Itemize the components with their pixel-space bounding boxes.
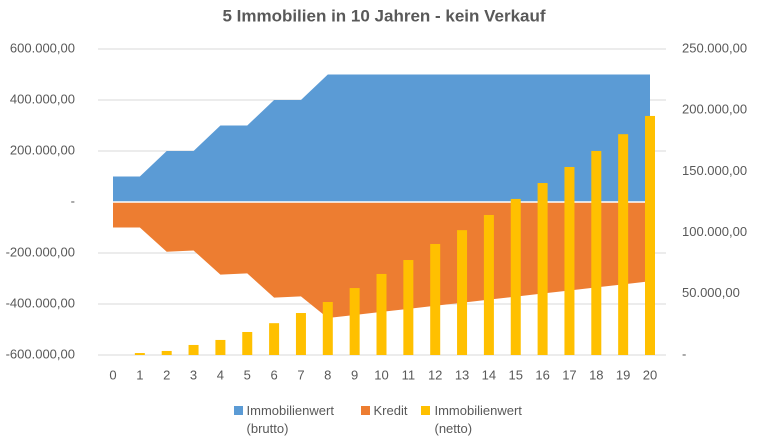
y2-tick-label: 250.000,00 bbox=[682, 40, 747, 55]
legend-label: Immobilienwert (brutto) bbox=[246, 403, 334, 436]
y2-tick-label: 150.000,00 bbox=[682, 163, 747, 178]
x-tick-label: 6 bbox=[270, 367, 277, 382]
y-tick-label: - bbox=[71, 193, 75, 208]
x-tick-label: 14 bbox=[482, 367, 496, 382]
legend-item: Kredit bbox=[360, 402, 408, 438]
legend-swatch bbox=[360, 406, 370, 415]
y2-tick-label: 50.000,00 bbox=[682, 285, 740, 300]
bar bbox=[457, 230, 468, 355]
legend-label: Kredit bbox=[373, 403, 408, 418]
y2-tick-label: 200.000,00 bbox=[682, 102, 747, 117]
chart: 5 Immobilien in 10 Jahren - kein Verkauf… bbox=[6, 6, 747, 382]
bar bbox=[161, 350, 172, 355]
chart-title: 5 Immobilien in 10 Jahren - kein Verkauf bbox=[222, 6, 545, 25]
x-tick-label: 2 bbox=[163, 367, 170, 382]
x-tick-label: 5 bbox=[244, 367, 251, 382]
bar bbox=[349, 288, 360, 355]
y-tick-label: -600.000,00 bbox=[6, 346, 75, 361]
bar bbox=[510, 198, 521, 355]
legend-item: Immobilienwert (brutto) bbox=[233, 402, 347, 438]
y-tick-label: 200.000,00 bbox=[10, 142, 75, 157]
area bbox=[113, 74, 650, 202]
bar bbox=[430, 243, 441, 355]
y2-tick-label: 100.000,00 bbox=[682, 224, 747, 239]
bar bbox=[269, 323, 280, 355]
x-tick-label: 10 bbox=[374, 367, 388, 382]
legend: Immobilienwert (brutto) Kredit Immobilienw… bbox=[0, 402, 768, 438]
x-tick-label: 0 bbox=[109, 367, 116, 382]
x-tick-label: 20 bbox=[643, 367, 657, 382]
x-tick-label: 1 bbox=[136, 367, 143, 382]
bar bbox=[376, 273, 387, 355]
y-tick-label: -200.000,00 bbox=[6, 244, 75, 259]
legend-swatch bbox=[233, 406, 243, 415]
y-tick-label: -400.000,00 bbox=[6, 295, 75, 310]
legend-label: Immobilienwert (netto) bbox=[434, 403, 522, 436]
bar bbox=[483, 214, 494, 355]
bar bbox=[242, 331, 253, 355]
x-tick-label: 11 bbox=[402, 367, 416, 382]
y2-tick-label: - bbox=[682, 346, 686, 361]
legend-swatch bbox=[421, 406, 431, 415]
x-tick-label: 3 bbox=[190, 367, 197, 382]
legend-item: Immobilienwert (netto) bbox=[421, 402, 534, 438]
x-tick-label: 13 bbox=[455, 367, 469, 382]
bar bbox=[645, 115, 655, 356]
y-tick-label: 600.000,00 bbox=[10, 40, 75, 55]
x-tick-label: 12 bbox=[428, 367, 442, 382]
bar bbox=[188, 344, 199, 355]
bar bbox=[403, 260, 414, 355]
x-tick-label: 17 bbox=[562, 367, 576, 382]
x-tick-label: 19 bbox=[616, 367, 630, 382]
x-tick-label: 7 bbox=[297, 367, 304, 382]
bar bbox=[322, 302, 333, 355]
bar bbox=[564, 166, 575, 355]
bar bbox=[537, 183, 548, 355]
x-tick-label: 16 bbox=[535, 367, 549, 382]
x-tick-label: 18 bbox=[589, 367, 603, 382]
bar bbox=[591, 150, 602, 355]
bar bbox=[215, 339, 226, 355]
x-tick-label: 9 bbox=[351, 367, 358, 382]
x-tick-label: 4 bbox=[217, 367, 224, 382]
bar bbox=[295, 313, 306, 355]
x-tick-label: 15 bbox=[509, 367, 523, 382]
bar bbox=[618, 134, 629, 355]
x-tick-label: 8 bbox=[324, 367, 331, 382]
bar bbox=[134, 353, 145, 355]
y-tick-label: 400.000,00 bbox=[10, 91, 75, 106]
